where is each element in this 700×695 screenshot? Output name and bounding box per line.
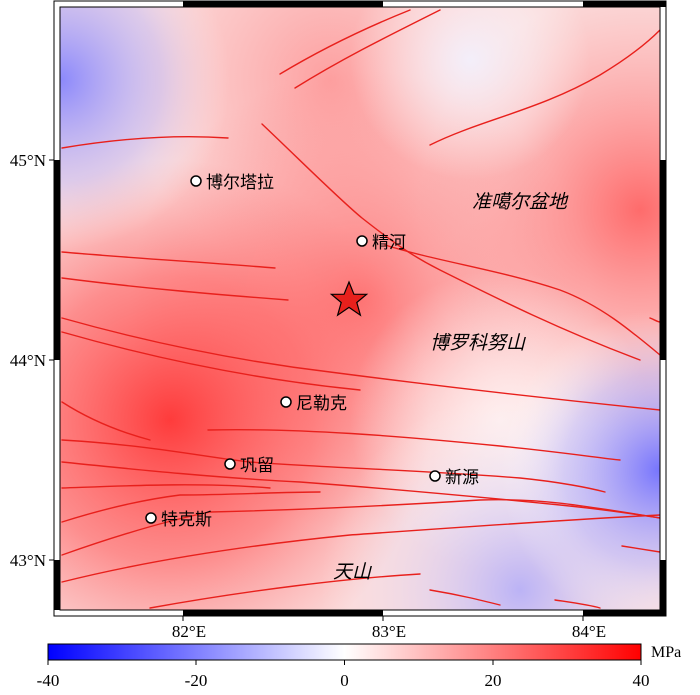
city-label: 尼勒克 <box>296 394 347 413</box>
fault-line <box>61 331 361 391</box>
map-frame <box>53 0 667 617</box>
city-label: 巩留 <box>240 456 274 475</box>
region-labels: 准噶尔盆地 博罗科努山 天山 <box>333 192 569 583</box>
city-marker-icon <box>356 235 368 247</box>
city-marker-icon <box>280 396 292 408</box>
lat-tick-label: 44°N <box>10 351 46 370</box>
fault-line <box>384 244 660 356</box>
colorbar-tick-label: 40 <box>633 671 650 690</box>
region-label-junggar: 准噶尔盆地 <box>472 192 569 213</box>
lon-tick-labels: 82°E 83°E 84°E <box>172 622 606 641</box>
fault-line <box>61 439 606 493</box>
region-label-tianshan: 天山 <box>333 562 372 583</box>
lon-tick-label: 82°E <box>172 622 206 641</box>
city-marker-icon <box>429 470 441 482</box>
lat-tick-label: 45°N <box>10 151 46 170</box>
city-nilka: 尼勒克 <box>280 394 347 413</box>
fault-line <box>61 317 660 411</box>
fault-line <box>61 498 660 556</box>
colorbar-tick-label: -20 <box>185 671 208 690</box>
colorbar: -40 -20 0 20 40 MPa <box>37 643 681 690</box>
city-bole: 博尔塔拉 <box>190 173 274 192</box>
fault-line <box>149 573 421 609</box>
fault-line <box>429 29 660 146</box>
city-markers: 博尔塔拉 精河 尼勒克 巩留 新源 特克斯 <box>145 173 479 529</box>
fault-line <box>61 277 289 301</box>
star-icon <box>329 280 369 317</box>
fault-line <box>61 136 229 149</box>
colorbar-tick-label: 0 <box>340 671 349 690</box>
fault-line <box>61 514 660 583</box>
city-tekes: 特克斯 <box>145 510 212 529</box>
fault-line <box>294 9 441 89</box>
colorbar-gradient <box>47 643 642 661</box>
axis-ticks <box>49 159 584 621</box>
city-marker-icon <box>224 458 236 470</box>
fault-line <box>621 545 660 553</box>
lat-tick-labels: 45°N 44°N 43°N <box>10 151 46 570</box>
fault-line <box>649 317 660 323</box>
fault-line <box>61 251 276 269</box>
fault-line <box>61 491 321 523</box>
city-label: 精河 <box>372 233 406 252</box>
city-jinghe: 精河 <box>356 233 406 252</box>
city-label: 博尔塔拉 <box>206 173 274 192</box>
region-label-borohoro: 博罗科努山 <box>430 332 526 354</box>
lat-tick-label: 43°N <box>10 551 46 570</box>
city-gongliu: 巩留 <box>224 456 274 475</box>
city-label: 特克斯 <box>161 510 212 529</box>
fault-line <box>429 589 501 606</box>
fault-line <box>61 401 151 441</box>
lon-tick-label: 83°E <box>372 622 406 641</box>
fault-line <box>207 428 621 461</box>
colorbar-unit: MPa <box>651 644 681 661</box>
stress-field <box>60 7 660 610</box>
lon-tick-label: 84°E <box>572 622 606 641</box>
fault-line <box>279 9 411 75</box>
city-marker-icon <box>190 175 202 187</box>
fault-lines <box>61 9 660 609</box>
city-marker-icon <box>145 512 157 524</box>
fault-line <box>61 461 660 519</box>
colorbar-tick-label: 20 <box>485 671 502 690</box>
colorbar-tick-label: -40 <box>37 671 60 690</box>
city-label: 新源 <box>445 468 479 487</box>
fault-line <box>61 484 271 489</box>
fault-line <box>554 599 601 609</box>
fault-line <box>261 123 641 361</box>
city-xinyuan: 新源 <box>429 468 479 487</box>
